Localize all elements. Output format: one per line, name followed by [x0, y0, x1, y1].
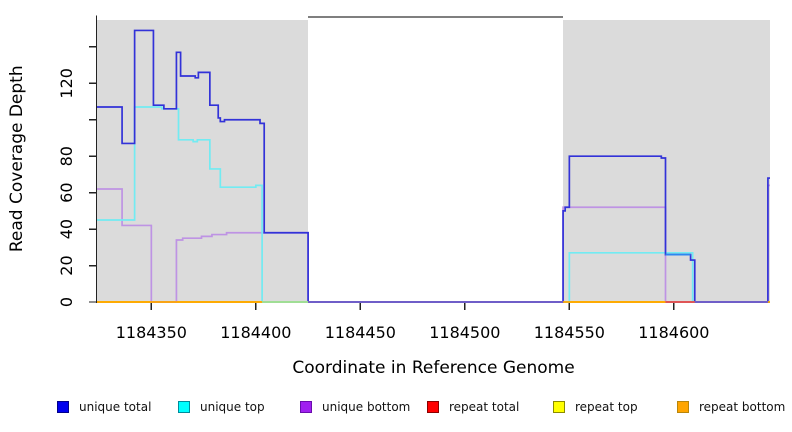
y-tick-label-120: 120	[57, 68, 76, 99]
legend-swatch-repeat-bottom	[677, 401, 689, 413]
legend-item-repeat-bottom: repeat bottom	[677, 399, 785, 415]
shaded-region-2	[563, 20, 770, 302]
legend-label-repeat-bottom: repeat bottom	[699, 400, 786, 414]
series-line-unique-total	[97, 29, 770, 303]
legend-swatch-repeat-total	[427, 401, 439, 413]
y-tick-label-80: 80	[57, 146, 76, 166]
legend-label-repeat-total: repeat total	[449, 400, 520, 414]
legend-swatch-unique-top	[178, 401, 190, 413]
legend-label-repeat-top: repeat top	[575, 400, 638, 414]
y-axis-title: Read Coverage Depth	[7, 65, 27, 252]
legend-item-repeat-top: repeat top	[553, 399, 638, 415]
legend-item-unique-bottom: unique bottom	[300, 399, 410, 415]
x-tick-label-1184600: 1184600	[638, 323, 709, 342]
coverage-plot: 0 20 40 60 80 120 1184350 1184400 1184450 1184500…	[7, 15, 770, 378]
y-tick-label-0: 0	[57, 297, 76, 307]
y-tick-label-40: 40	[57, 219, 76, 239]
legend-item-unique-top: unique top	[178, 399, 265, 415]
shaded-region-1	[97, 20, 309, 302]
legend-item-repeat-total: repeat total	[427, 399, 519, 415]
x-tick-label-1184350: 1184350	[116, 323, 187, 342]
y-tick-label-20: 20	[57, 255, 76, 275]
series-line-unique-top	[97, 106, 770, 303]
legend-label-unique-total: unique total	[79, 400, 152, 414]
x-tick-label-1184400: 1184400	[220, 323, 291, 342]
x-axis-title: Coordinate in Reference Genome	[292, 358, 574, 378]
legend-label-unique-top: unique top	[200, 400, 265, 414]
x-tick-label-1184500: 1184500	[429, 323, 500, 342]
y-tick-label-60: 60	[57, 182, 76, 202]
legend: unique total unique top unique bottom re…	[0, 399, 792, 419]
x-tick-label-1184450: 1184450	[325, 323, 396, 342]
x-tick-label-1184550: 1184550	[534, 323, 605, 342]
legend-label-unique-bottom: unique bottom	[322, 400, 411, 414]
legend-swatch-unique-bottom	[300, 401, 312, 413]
legend-swatch-unique-total	[57, 401, 69, 413]
legend-item-unique-total: unique total	[57, 399, 151, 415]
legend-swatch-repeat-top	[553, 401, 565, 413]
